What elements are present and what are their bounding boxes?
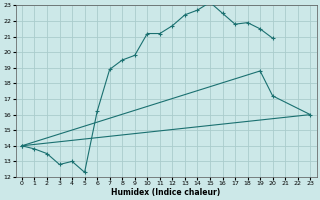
X-axis label: Humidex (Indice chaleur): Humidex (Indice chaleur) (111, 188, 221, 197)
